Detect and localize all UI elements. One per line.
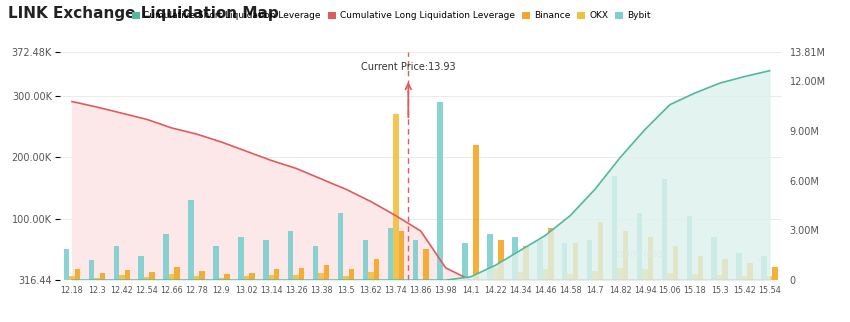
Bar <box>150 271 155 280</box>
Bar <box>487 234 493 280</box>
Text: coinglass: coinglass <box>615 249 664 259</box>
Bar <box>169 274 174 280</box>
Bar <box>194 277 199 280</box>
Text: LINK Exchange Liquidation Map: LINK Exchange Liquidation Map <box>8 6 280 22</box>
Bar <box>144 277 150 280</box>
Bar <box>736 252 742 280</box>
Bar <box>722 259 728 280</box>
Legend: Cumulative Short Liquidation Leverage, Cumulative Long Liquidation Leverage, Bin: Cumulative Short Liquidation Leverage, C… <box>128 8 654 24</box>
Bar <box>94 278 99 280</box>
Bar <box>249 273 255 280</box>
Bar <box>423 250 429 280</box>
Bar <box>119 275 124 280</box>
Bar <box>643 269 648 280</box>
Bar <box>313 246 319 280</box>
Bar <box>523 246 529 280</box>
Bar <box>623 231 628 280</box>
Bar <box>542 269 548 280</box>
Bar <box>324 265 329 280</box>
Bar <box>288 231 293 280</box>
Bar <box>269 275 274 280</box>
Text: Current Price:13.93: Current Price:13.93 <box>361 62 456 72</box>
Bar <box>717 275 722 280</box>
Bar <box>767 277 773 280</box>
Bar <box>742 276 747 280</box>
Bar <box>562 243 568 280</box>
Bar <box>263 240 269 280</box>
Bar <box>473 145 479 280</box>
Bar <box>64 250 69 280</box>
Bar <box>612 176 617 280</box>
Bar <box>762 256 767 280</box>
Bar <box>711 237 717 280</box>
Bar <box>698 256 703 280</box>
Bar <box>667 273 672 280</box>
Bar <box>114 246 119 280</box>
Bar <box>348 269 354 280</box>
Bar <box>319 273 324 280</box>
Bar <box>592 271 598 280</box>
Bar <box>174 267 180 280</box>
Bar <box>343 276 348 280</box>
Bar <box>773 267 778 280</box>
Bar <box>189 200 194 280</box>
Bar <box>368 271 374 280</box>
Bar <box>139 256 144 280</box>
Bar <box>213 246 218 280</box>
Bar <box>293 275 299 280</box>
Bar <box>75 269 80 280</box>
Bar <box>648 237 653 280</box>
Bar <box>238 237 244 280</box>
Bar <box>69 277 75 280</box>
Bar <box>661 179 667 280</box>
Bar <box>99 273 105 280</box>
Bar <box>374 259 379 280</box>
Bar <box>692 274 698 280</box>
Bar <box>672 246 678 280</box>
Bar <box>462 243 468 280</box>
Bar <box>199 271 205 280</box>
Bar <box>337 213 343 280</box>
Bar <box>399 231 404 280</box>
Bar <box>587 240 592 280</box>
Bar <box>274 269 280 280</box>
Bar <box>498 240 504 280</box>
Bar <box>393 114 399 280</box>
Bar <box>438 102 443 280</box>
Bar <box>493 268 498 280</box>
Bar <box>518 271 523 280</box>
Bar <box>548 228 553 280</box>
Bar <box>617 268 623 280</box>
Bar <box>88 260 94 280</box>
Bar <box>537 240 542 280</box>
Bar <box>244 277 249 280</box>
Bar <box>637 213 643 280</box>
Bar <box>598 222 604 280</box>
Bar <box>513 237 518 280</box>
Bar <box>363 240 368 280</box>
Bar <box>218 278 224 280</box>
Bar <box>747 263 753 280</box>
Bar <box>573 243 579 280</box>
Bar <box>568 274 573 280</box>
Bar <box>299 268 304 280</box>
Bar <box>125 270 130 280</box>
Bar <box>412 240 418 280</box>
Bar <box>687 216 692 280</box>
Bar <box>388 228 393 280</box>
Bar <box>163 234 169 280</box>
Bar <box>224 274 230 280</box>
